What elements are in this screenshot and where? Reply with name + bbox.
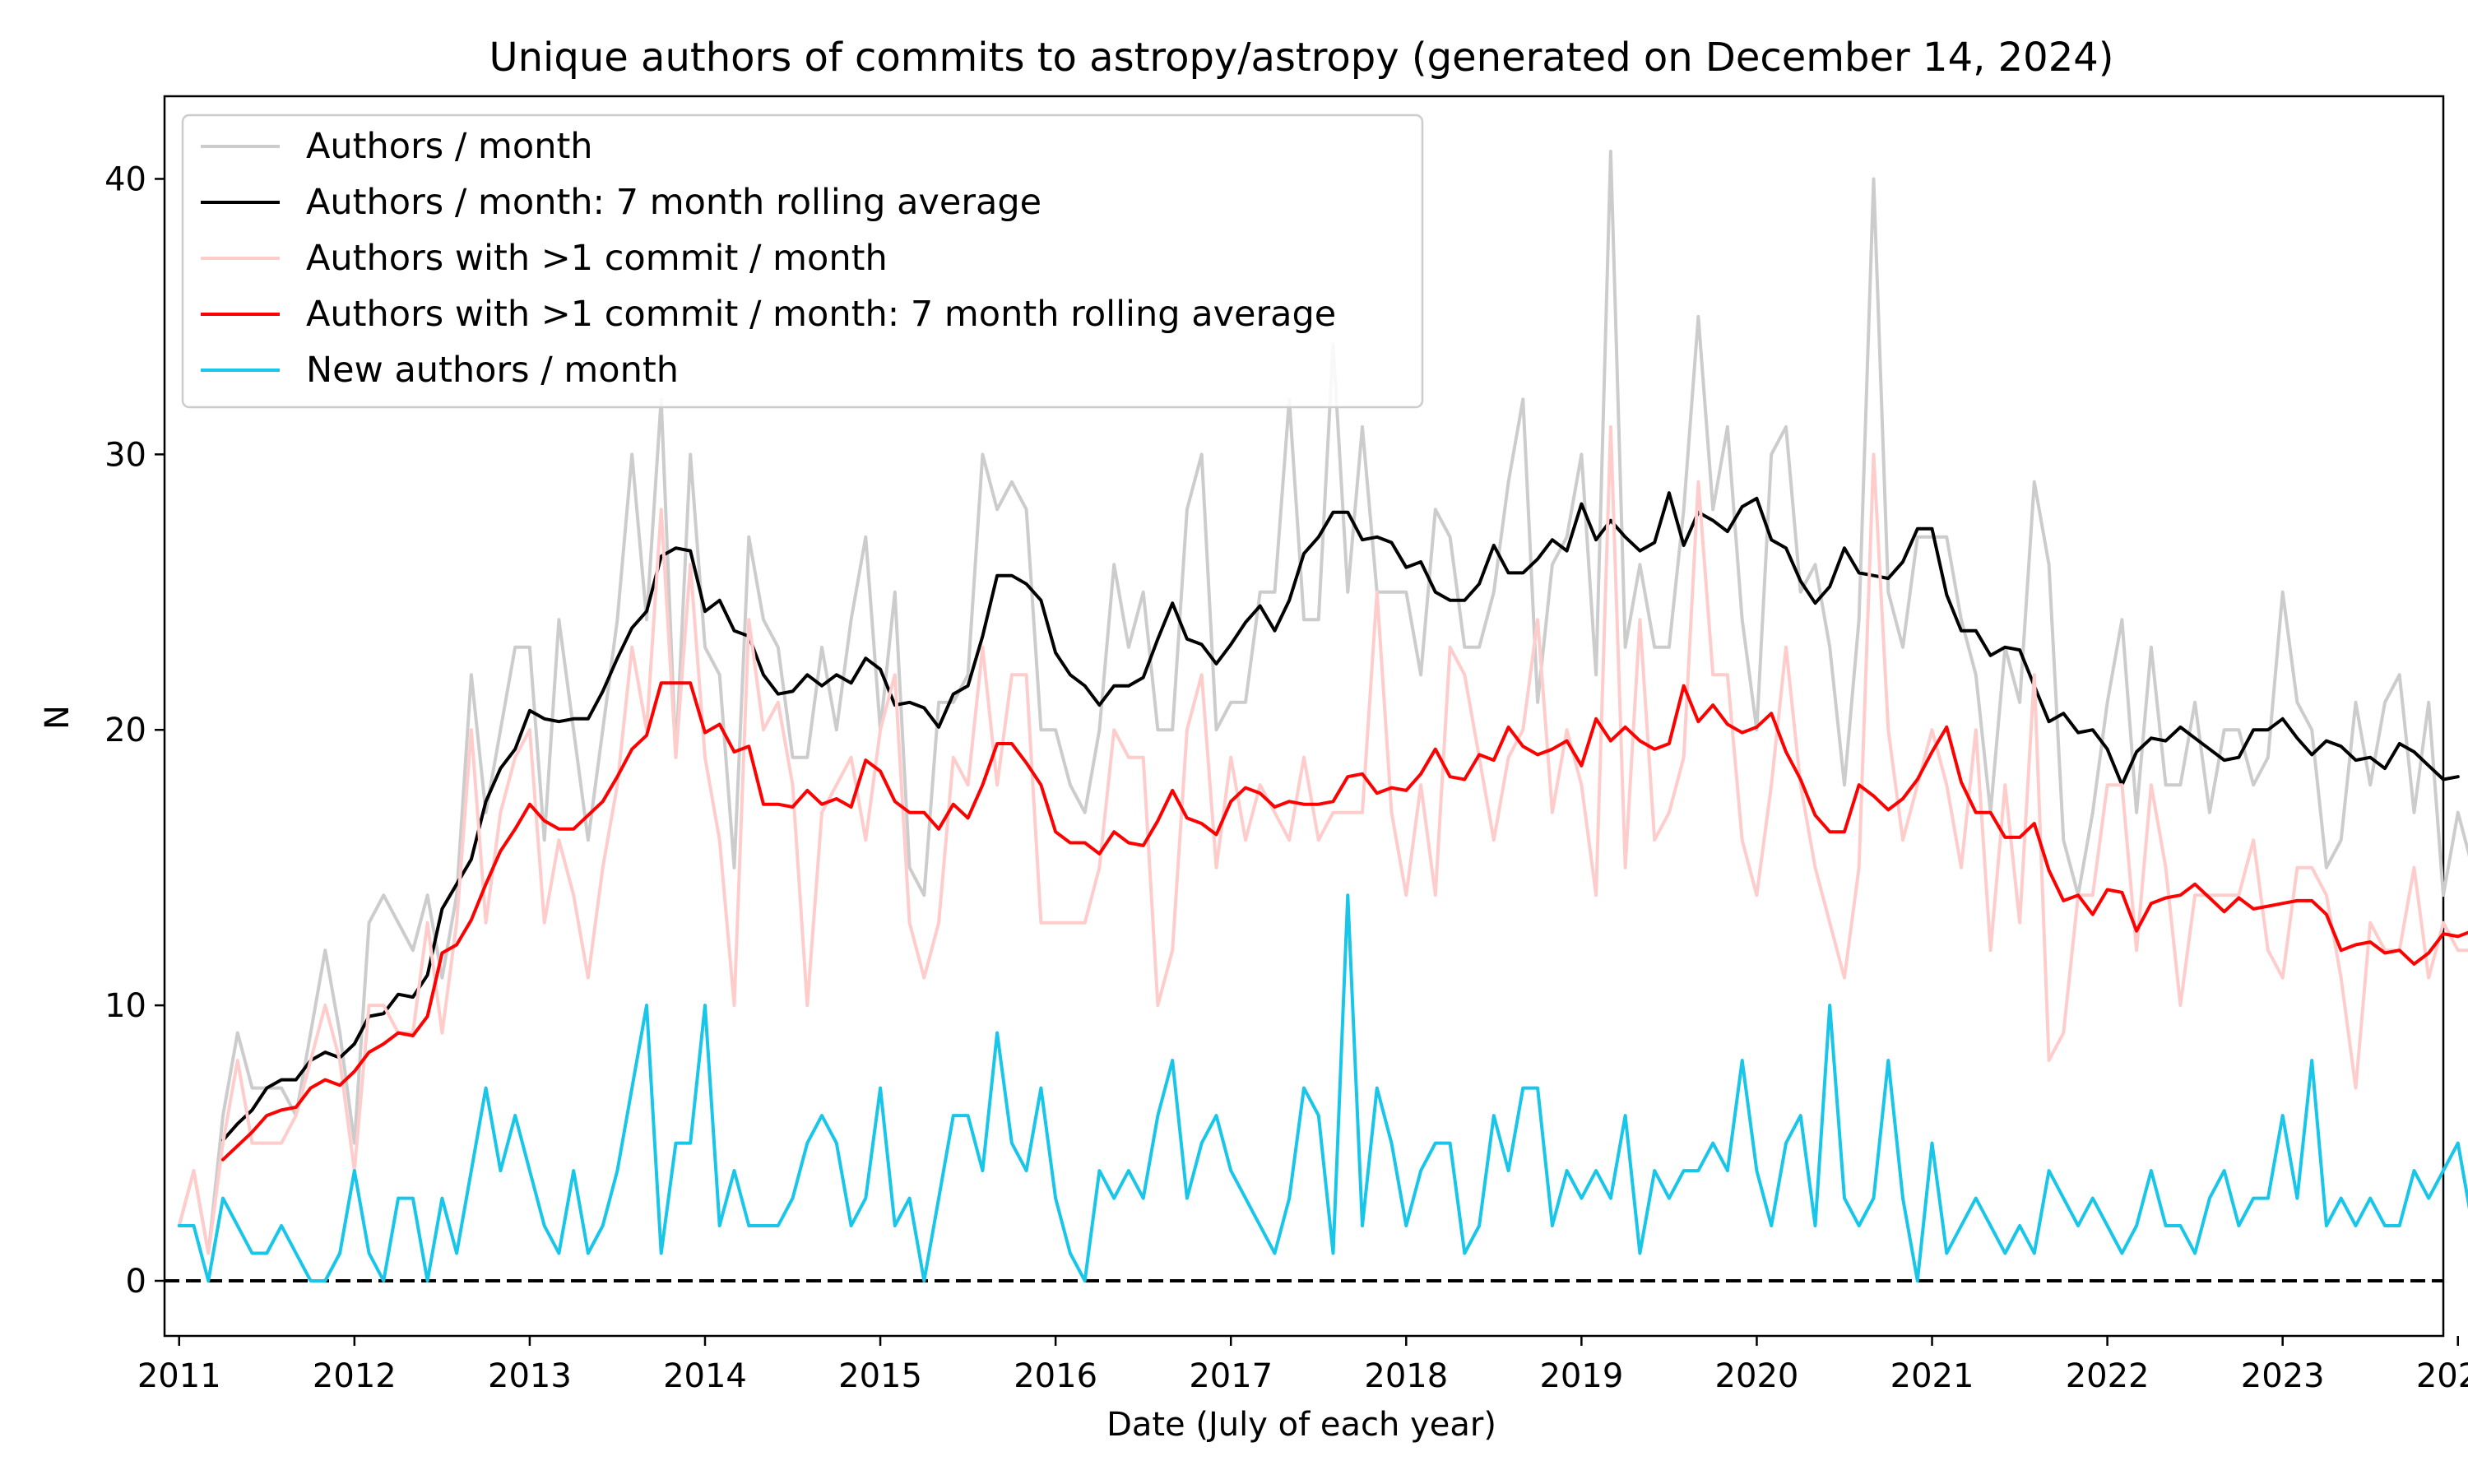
series-line-authors-with-1-commit-month bbox=[177, 424, 2468, 1255]
x-tick-label: 2016 bbox=[1014, 1357, 1097, 1395]
legend-label: Authors with >1 commit / month bbox=[306, 238, 888, 279]
x-axis-label: Date (July of each year) bbox=[1106, 1406, 1496, 1444]
x-tick-label: 2012 bbox=[313, 1357, 397, 1395]
x-tick-label: 2023 bbox=[2241, 1357, 2325, 1395]
legend-box bbox=[181, 114, 1424, 409]
axis-layer: 0 10 20 30 40 2011 2012 2013 2014 2015 2016 2017 201… bbox=[104, 160, 2468, 1395]
x-tick-label: 2013 bbox=[488, 1357, 572, 1395]
x-tick-label: 2021 bbox=[1890, 1357, 1974, 1395]
legend-label: Authors / month bbox=[306, 126, 593, 167]
y-tick-label: 30 bbox=[104, 436, 146, 474]
legend-label: New authors / month bbox=[306, 350, 679, 391]
x-tick-label: 2018 bbox=[1364, 1357, 1448, 1395]
x-tick-label: 2022 bbox=[2066, 1357, 2150, 1395]
y-tick-label: 0 bbox=[126, 1263, 146, 1301]
y-tick-label: 40 bbox=[104, 160, 146, 198]
legend: Authors / month Authors / month: 7 month … bbox=[181, 114, 1424, 409]
y-tick-label: 20 bbox=[104, 712, 146, 749]
x-tick-label: 2019 bbox=[1539, 1357, 1623, 1395]
x-tick-label: 2020 bbox=[1715, 1357, 1799, 1395]
y-tick-label: 10 bbox=[104, 987, 146, 1025]
x-tick-label: 2011 bbox=[137, 1357, 221, 1395]
x-tick-label: 2014 bbox=[663, 1357, 747, 1395]
y-axis-label: N bbox=[39, 705, 77, 730]
legend-label: Authors / month: 7 month rolling average bbox=[306, 182, 1041, 223]
legend-label: Authors with >1 commit / month: 7 month … bbox=[306, 294, 1336, 335]
x-tick-label: 2017 bbox=[1189, 1357, 1273, 1395]
series-line-authors-month-7-month-rolling-average bbox=[221, 491, 2460, 1143]
x-tick-label: 2015 bbox=[838, 1357, 922, 1395]
series-line-authors-with-1-commit-month-7-month-rolling-average bbox=[221, 681, 2468, 1162]
chart-title: Unique authors of commits to astropy/ast… bbox=[489, 35, 2113, 81]
series-line-new-authors-month bbox=[177, 893, 2468, 1282]
x-tick-label: 2024 bbox=[2416, 1357, 2468, 1395]
plot-area-frame bbox=[163, 95, 2445, 1338]
